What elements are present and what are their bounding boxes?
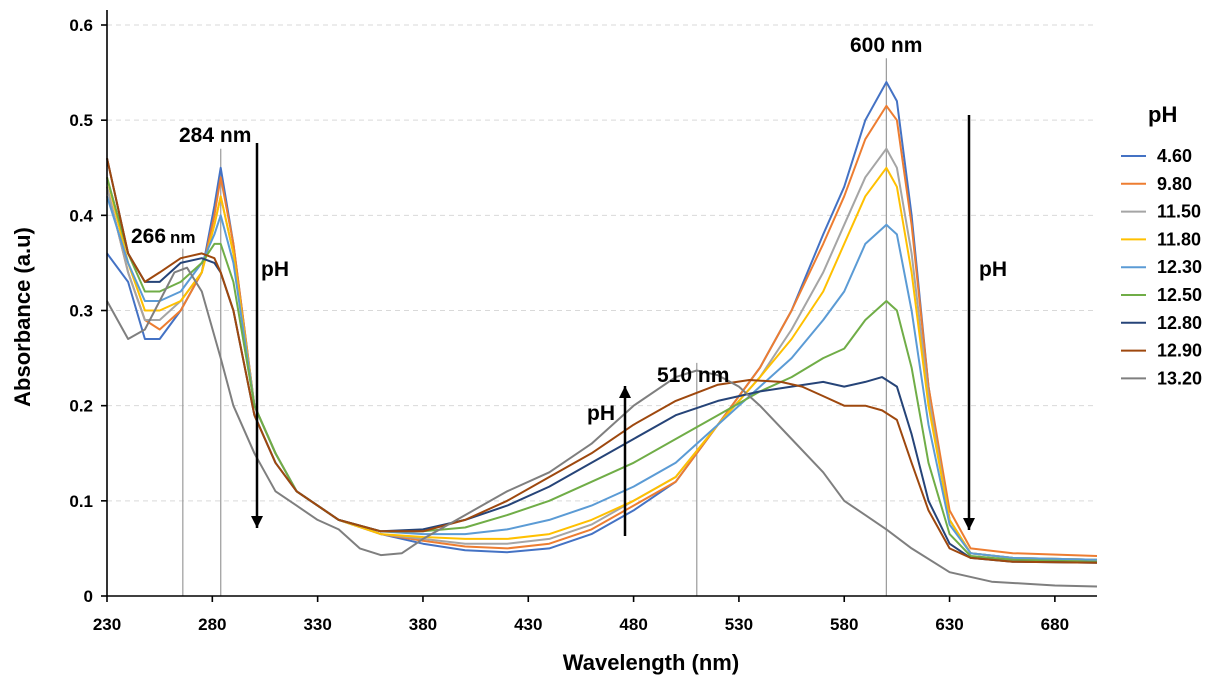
label-ph-visible: pH xyxy=(587,402,615,425)
legend-label-12.90: 12.90 xyxy=(1157,341,1202,361)
legend-label-11.80: 11.80 xyxy=(1157,229,1201,249)
label-266-unit: nm xyxy=(170,228,196,247)
x-tick-label: 280 xyxy=(198,615,226,634)
y-tick-label: 0 xyxy=(84,587,93,606)
y-tick-label: 0.1 xyxy=(69,492,93,511)
y-tick-labels: 0 0.1 0.2 0.3 0.4 0.5 0.6 xyxy=(69,16,93,606)
series-line-ph-4.60 xyxy=(106,81,1098,561)
legend-label-13.20: 13.20 xyxy=(1157,368,1202,388)
y-tick-label: 0.6 xyxy=(69,16,93,35)
series-line-ph-12.30 xyxy=(106,195,1098,561)
series-layer xyxy=(106,81,1098,588)
legend-label-9.80: 9.80 xyxy=(1157,174,1192,194)
x-tick-label: 630 xyxy=(935,615,963,634)
y-tick-label: 0.3 xyxy=(69,302,93,321)
y-tick-label: 0.4 xyxy=(69,206,93,225)
legend: pH 4.60 9.80 11.50 11.80 12.30 12.50 12.80 12.9… xyxy=(1121,102,1202,388)
label-510nm: 510 nm xyxy=(657,364,729,387)
x-tick-label: 480 xyxy=(619,615,647,634)
series-line-ph-11.80 xyxy=(106,166,1098,561)
label-266-number: 266 xyxy=(131,225,166,248)
legend-title: pH xyxy=(1148,102,1177,127)
legend-label-12.30: 12.30 xyxy=(1157,257,1202,277)
legend-label-11.50: 11.50 xyxy=(1157,202,1201,222)
gridlines xyxy=(107,24,1097,502)
arrow-down-600-head xyxy=(963,518,975,530)
x-tick-label: 530 xyxy=(725,615,753,634)
y-tick-label: 0.2 xyxy=(69,397,93,416)
y-axis-title: Absorbance (a.u) xyxy=(10,227,35,407)
series-line-ph-12.90 xyxy=(106,157,1098,564)
label-600nm: 600 nm xyxy=(850,34,922,57)
series-line-ph-9.80 xyxy=(106,104,1098,557)
series-line-ph-13.20 xyxy=(106,266,1098,588)
annotations: 600 nm 510 nm 284 nm 266 nm pH pH pH xyxy=(131,34,1007,536)
legend-label-12.80: 12.80 xyxy=(1157,313,1202,333)
label-ph-uv: pH xyxy=(261,258,289,281)
axes xyxy=(101,10,1097,602)
x-tick-label: 330 xyxy=(303,615,331,634)
series-line-ph-12.80 xyxy=(106,157,1098,564)
label-284nm: 284 nm xyxy=(179,124,251,147)
x-tick-label: 380 xyxy=(409,615,437,634)
x-tick-label: 680 xyxy=(1041,615,1069,634)
legend-label-4.60: 4.60 xyxy=(1157,146,1192,166)
series-line-ph-12.50 xyxy=(106,177,1098,563)
arrow-down-uv-head xyxy=(251,516,263,528)
wavelength-markers xyxy=(182,58,887,596)
arrow-up-510-head xyxy=(619,386,631,398)
label-ph-600: pH xyxy=(979,258,1007,281)
x-tick-label: 430 xyxy=(514,615,542,634)
x-tick-label: 230 xyxy=(93,615,121,634)
legend-label-12.50: 12.50 xyxy=(1157,285,1202,305)
y-tick-label: 0.5 xyxy=(69,111,93,130)
x-tick-label: 580 xyxy=(830,615,858,634)
x-tick-labels: 230 280 330 380 430 480 530 580 630 680 xyxy=(93,615,1069,634)
x-axis-title: Wavelength (nm) xyxy=(563,650,739,675)
